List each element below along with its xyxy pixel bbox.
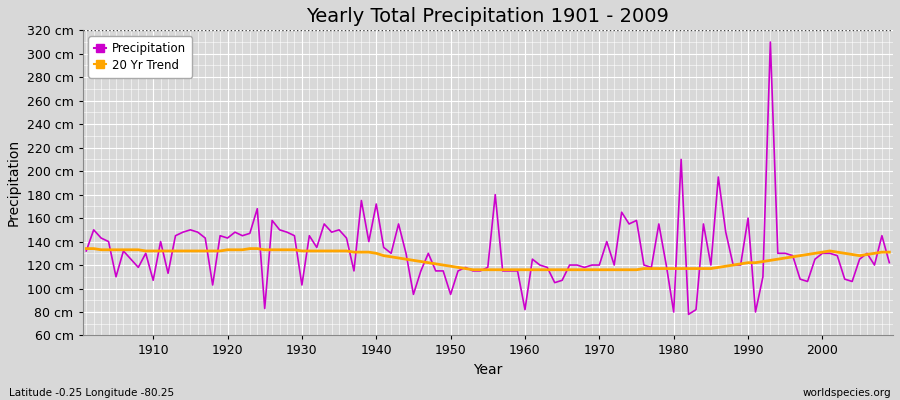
Text: Latitude -0.25 Longitude -80.25: Latitude -0.25 Longitude -80.25 bbox=[9, 388, 174, 398]
Y-axis label: Precipitation: Precipitation bbox=[7, 139, 21, 226]
Title: Yearly Total Precipitation 1901 - 2009: Yearly Total Precipitation 1901 - 2009 bbox=[306, 7, 670, 26]
Legend: Precipitation, 20 Yr Trend: Precipitation, 20 Yr Trend bbox=[88, 36, 192, 78]
Text: worldspecies.org: worldspecies.org bbox=[803, 388, 891, 398]
X-axis label: Year: Year bbox=[473, 363, 502, 377]
